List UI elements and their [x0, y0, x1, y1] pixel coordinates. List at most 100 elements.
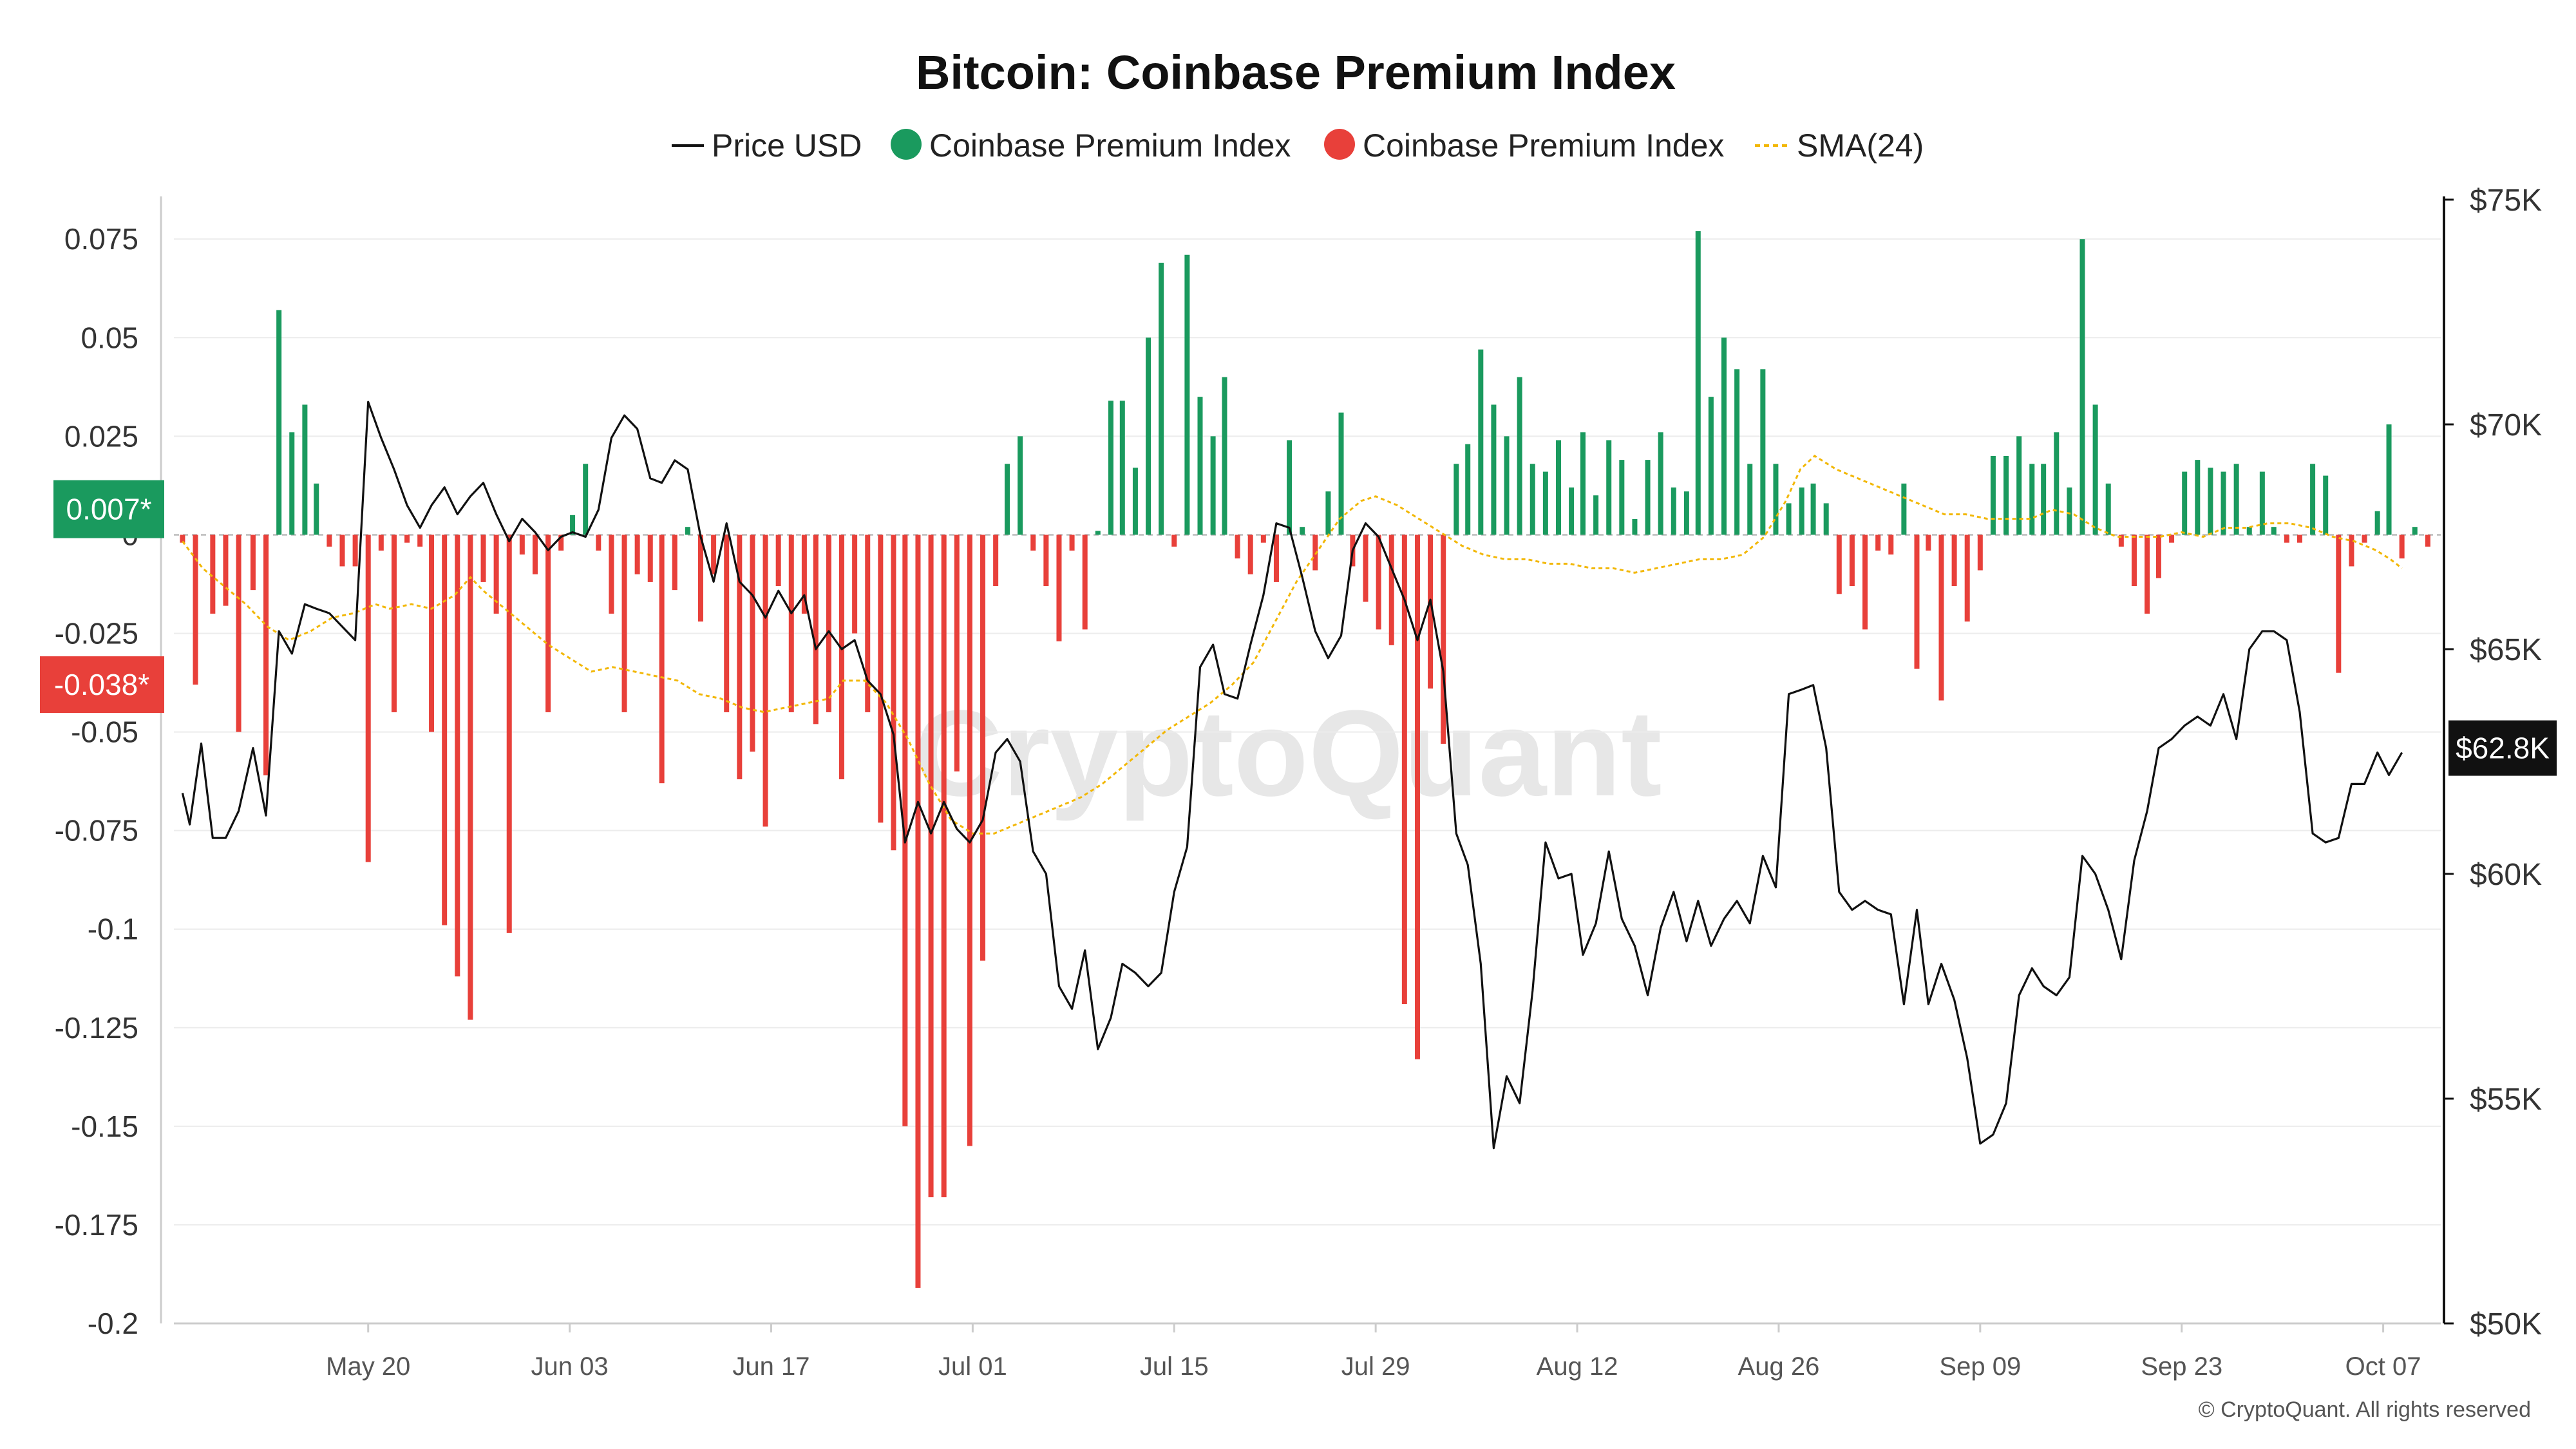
premium-bar-positive [1454, 464, 1459, 535]
premium-bar-positive [2041, 464, 2047, 535]
premium-bar-positive [2195, 460, 2201, 535]
premium-bar-negative [839, 535, 845, 780]
green-dot-icon [891, 129, 922, 160]
premium-bar-positive [2323, 475, 2329, 535]
premium-bar-negative [1069, 535, 1075, 551]
premium-bar-negative [1875, 535, 1881, 551]
premium-bar-negative [1312, 535, 1318, 571]
legend-item-sma[interactable]: SMA(24) [1755, 128, 1924, 164]
premium-bar-negative [1964, 535, 1970, 622]
premium-red-badge: -0.038* [40, 656, 164, 714]
premium-bar-positive [1721, 337, 1727, 535]
premium-bar-negative [775, 535, 781, 587]
premium-bar-positive [1465, 444, 1471, 535]
premium-bar-positive [2054, 432, 2060, 535]
premium-bar-positive [1760, 369, 1766, 535]
premium-bar-negative [250, 535, 256, 591]
premium-bar-negative [941, 535, 947, 1198]
x-tick-label: Oct 07 [2345, 1352, 2421, 1381]
premium-bar-positive [1606, 440, 1612, 535]
left-tick-label: -0.2 [88, 1307, 138, 1340]
left-tick-label: -0.175 [55, 1208, 138, 1242]
premium-bar-negative [697, 535, 703, 622]
premium-bar-positive [302, 404, 308, 535]
premium-bar-positive [1095, 531, 1101, 535]
premium-bar-positive [1632, 518, 1638, 535]
premium-bar-positive [1542, 471, 1548, 535]
legend: Price USD Coinbase Premium Index Coinbas… [672, 128, 1924, 164]
x-tick-label: Jun 03 [531, 1352, 609, 1381]
x-tick-label: Aug 26 [1738, 1352, 1820, 1381]
premium-bar-negative [263, 535, 269, 775]
legend-item-price[interactable]: Price USD [672, 128, 862, 164]
gridlines [174, 238, 2441, 1324]
premium-bar-positive [1593, 495, 1599, 535]
premium-bar-negative [429, 535, 435, 732]
premium-bar-positive [1823, 503, 1829, 535]
premium-bar-negative [532, 535, 538, 574]
premium-bar-negative [2399, 535, 2405, 559]
premium-bar-negative [865, 535, 871, 712]
premium-bar-negative [993, 535, 999, 587]
premium-bar-negative [634, 535, 640, 574]
x-tick-label: Sep 09 [1939, 1352, 2021, 1381]
premium-bar-positive [1580, 432, 1586, 535]
premium-bar-negative [391, 535, 397, 712]
premium-bar-negative [1414, 535, 1420, 1059]
copyright-notice: © CryptoQuant. All rights reserved [2199, 1397, 2531, 1422]
premium-bar-negative [223, 535, 229, 606]
legend-item-premium-negative[interactable]: Coinbase Premium Index [1324, 128, 1724, 164]
premium-bar-negative [2284, 535, 2289, 543]
premium-bar-negative [404, 535, 410, 543]
left-tick-label: -0.125 [55, 1011, 138, 1045]
premium-bar-negative [468, 535, 473, 1020]
legend-item-premium-positive[interactable]: Coinbase Premium Index [891, 128, 1291, 164]
premium-bar-positive [1132, 468, 1138, 535]
premium-bar-negative [519, 535, 525, 555]
x-tick-label: May 20 [326, 1352, 410, 1381]
premium-bar-negative [1056, 535, 1062, 641]
premium-bar-negative [455, 535, 460, 977]
premium-bar-positive [1683, 491, 1689, 535]
premium-bar-negative [2155, 535, 2161, 578]
premium-bar-negative [193, 535, 198, 685]
premium-bar-negative [2131, 535, 2137, 587]
x-tick-label: Sep 23 [2141, 1352, 2222, 1381]
premium-bar-negative [1043, 535, 1049, 587]
premium-green-badge-label: 0.007* [66, 493, 151, 526]
premium-bar-positive [2208, 468, 2213, 535]
premium-bar-negative [1082, 535, 1088, 630]
premium-bar-positive [276, 310, 282, 535]
premium-bar-positive [2029, 464, 2035, 535]
premium-bar-positive [1108, 401, 1113, 535]
premium-bar-negative [724, 535, 730, 712]
premium-bar-negative [813, 535, 819, 724]
premium-bar-negative [2297, 535, 2302, 543]
premium-bar-positive [1325, 491, 1331, 535]
premium-bar-positive [1197, 397, 1203, 535]
premium-bar-negative [737, 535, 743, 780]
premium-bar-positive [1658, 432, 1663, 535]
premium-bar-negative [1977, 535, 1983, 571]
series-lines [181, 401, 2403, 1150]
premium-bar-positive [1300, 527, 1305, 535]
premium-bar-negative [1888, 535, 1894, 555]
premium-bar-positive [1555, 440, 1561, 535]
right-axis: $75K $70K $65K $60K $55K $50K [2443, 184, 2542, 1341]
left-axis: 0.0750.050.0250-0.025-0.05-0.075-0.1-0.1… [55, 196, 162, 1340]
premium-bar-positive [1569, 487, 1575, 535]
premium-bar-negative [928, 535, 934, 1198]
price-badge-bg [2448, 720, 2557, 776]
premium-bar-negative [1030, 535, 1036, 551]
x-axis: May 20 Jun 03 Jun 17 Jul 01 Jul 15 Jul 29 Aug … [174, 1322, 2441, 1381]
x-tick-label: Jul 01 [938, 1352, 1007, 1381]
premium-bar-positive [2182, 471, 2188, 535]
price-badge-label: $62.8K [2456, 732, 2550, 765]
premium-bar-negative [442, 535, 448, 925]
premium-bar-positive [1119, 401, 1125, 535]
left-tick-label: -0.15 [71, 1110, 138, 1143]
premium-bar-positive [314, 483, 319, 535]
premium-bar-positive [1210, 436, 1216, 535]
legend-label-sma: SMA(24) [1797, 128, 1924, 164]
premium-bar-positive [2233, 464, 2239, 535]
